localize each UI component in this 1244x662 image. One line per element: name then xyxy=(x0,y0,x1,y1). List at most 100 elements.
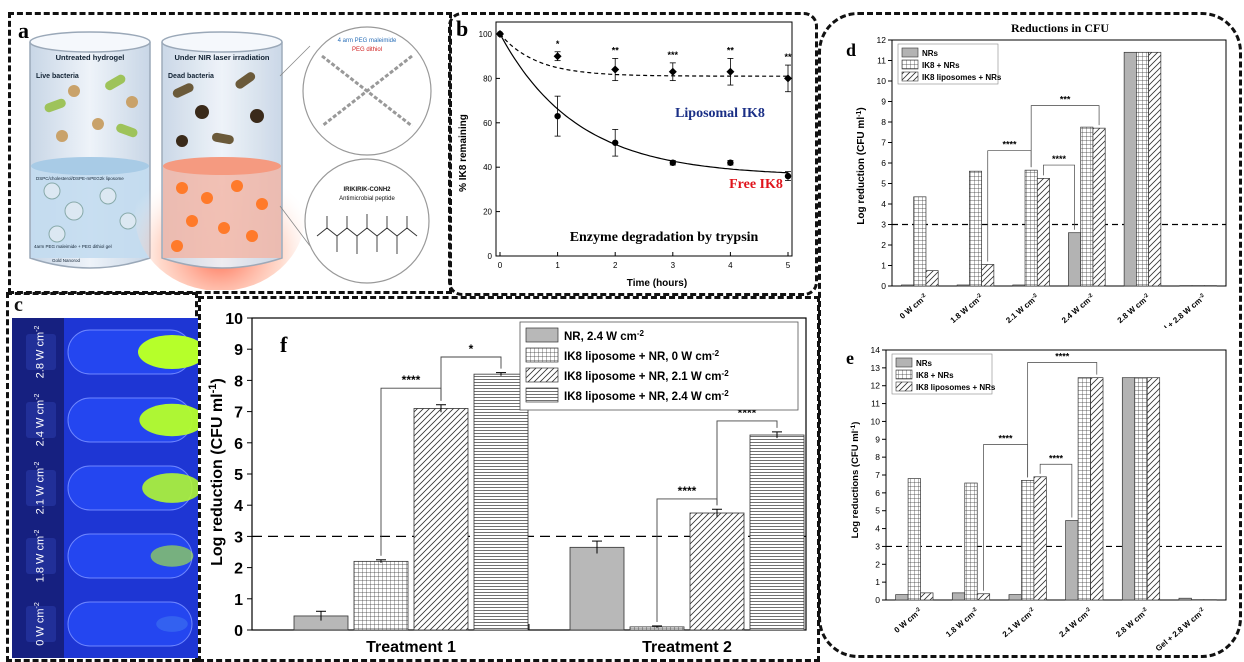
bar-ik8-nrs xyxy=(1191,599,1205,601)
bar-ik8-liposomes-nrs xyxy=(1090,377,1104,601)
untreated-title: Untreated hydrogel xyxy=(56,53,125,62)
bar-ik8-liposomes-nrs xyxy=(1092,127,1106,287)
peg-maleimide-label: 4 arm PEG maleimide xyxy=(338,38,397,44)
vial-label: 0 W cm-2 xyxy=(34,602,47,646)
f-ytick-label: 5 xyxy=(234,467,243,484)
vial-fluorescence xyxy=(139,403,198,437)
f-legend-label: IK8 liposome + NR, 2.4 W cm-2 xyxy=(564,389,729,404)
category-label: Gel + 2.8 W cm-2 xyxy=(1154,607,1207,654)
ytick-label: 12 xyxy=(877,35,887,45)
panel-d-letter: d xyxy=(846,40,856,60)
category-label: 2.4 W cm-2 xyxy=(1057,607,1093,639)
irradiated-cup xyxy=(135,31,305,290)
ytick-label: 4 xyxy=(875,524,880,534)
f-sig-bracket xyxy=(440,356,502,401)
ytick-label: 0 xyxy=(875,595,880,605)
sig-bracket xyxy=(1039,463,1073,518)
f-sig-stars: **** xyxy=(678,484,697,498)
bar-nrs xyxy=(895,594,909,601)
legend-swatch xyxy=(895,357,913,368)
bar-nrs xyxy=(1008,594,1022,601)
ytick-label: 2 xyxy=(875,559,880,569)
f-ytick-label: 7 xyxy=(234,405,243,422)
panel-e-letter: e xyxy=(846,348,854,368)
sig-stars: **** xyxy=(1055,352,1070,362)
legend-label: IK8 liposomes + NRs xyxy=(922,73,1002,82)
bar-nrs xyxy=(1068,232,1082,287)
b-significance: * xyxy=(556,39,560,49)
gel-label: 4arm PEG maleimide + PEG dithiol gel xyxy=(34,244,112,249)
bar-ik8-nrs xyxy=(1191,285,1205,287)
bar-ik8-liposomes-nrs xyxy=(925,270,939,287)
b-xtick-label: 2 xyxy=(613,261,618,270)
d-title: Reductions in CFU xyxy=(1011,21,1109,35)
vial-cap xyxy=(26,606,56,642)
b-significance: *** xyxy=(668,50,679,60)
sig-stars: **** xyxy=(1049,453,1064,463)
liposome-label: DSPC/cholesterol/DSPE-mPEG2k liposome xyxy=(36,176,124,181)
panel-b-letter: b xyxy=(456,16,468,41)
ytick-label: 8 xyxy=(875,452,880,462)
ytick-label: 9 xyxy=(875,434,880,444)
ytick-label: 11 xyxy=(877,56,886,66)
vial-label: 2.8 W cm-2 xyxy=(34,325,47,379)
ytick-label: 11 xyxy=(871,399,880,409)
category-label: 2.8 W cm-2 xyxy=(1114,607,1150,639)
f-sig-stars: * xyxy=(469,342,474,356)
bar-ik8-liposomes-nrs xyxy=(920,592,934,601)
f-bar xyxy=(473,373,529,631)
ytick-label: 3 xyxy=(881,220,886,230)
f-ytick-label: 0 xyxy=(234,623,243,640)
b-point-free xyxy=(669,159,676,166)
f-ytick-label: 6 xyxy=(234,436,243,453)
peptide-name: IRIKIRIK-CONH2 xyxy=(343,187,391,193)
b-ytick-label: 40 xyxy=(483,163,492,172)
dead-bacteria-label: Dead bacteria xyxy=(168,73,214,80)
bar-ik8-liposomes-nrs xyxy=(1203,599,1217,601)
frame-panel-b xyxy=(448,12,818,296)
bar-ik8-nrs xyxy=(1080,126,1094,287)
f-legend-swatch xyxy=(525,387,559,403)
legend-swatch xyxy=(901,59,919,70)
d-ylabel: Log reduction (CFU ml-1) xyxy=(856,107,868,224)
f-legend-box xyxy=(519,321,799,411)
legend-label: IK8 + NRs xyxy=(916,371,954,380)
bar-nrs xyxy=(1179,285,1193,287)
b-point-free xyxy=(554,112,561,120)
panel-c-letter: c xyxy=(14,294,23,316)
vial-label: 1.8 W cm-2 xyxy=(34,529,47,583)
b-xtick-label: 3 xyxy=(671,261,676,270)
legend-swatch xyxy=(895,381,913,392)
sig-bracket xyxy=(983,444,1029,591)
sig-stars: **** xyxy=(1002,140,1017,150)
f-sig-stars: **** xyxy=(402,373,421,387)
panel-a-letter: a xyxy=(18,18,29,43)
sig-stars: *** xyxy=(1060,95,1071,105)
category-label: Gel + 2.8 W cm-2 xyxy=(1154,293,1207,328)
b-ytick-label: 60 xyxy=(483,119,492,128)
irradiated-title: Under NIR laser irradiation xyxy=(174,53,269,62)
bar-ik8-nrs xyxy=(1024,169,1038,287)
sig-bracket xyxy=(1030,105,1100,168)
bar-nrs xyxy=(951,592,966,601)
b-point-free xyxy=(612,139,619,146)
category-label: 2.4 W cm-2 xyxy=(1060,293,1096,325)
ytick-label: 7 xyxy=(881,138,886,148)
b-xtick-label: 0 xyxy=(498,261,503,270)
vial-cap xyxy=(26,538,56,574)
bar-ik8-liposomes-nrs xyxy=(1033,476,1047,601)
f-ytick-label: 2 xyxy=(234,561,243,578)
b-significance: ** xyxy=(784,52,792,62)
b-point-liposomal xyxy=(726,67,735,76)
f-sig-bracket xyxy=(716,420,778,506)
b-annotation: Enzyme degradation by trypsin xyxy=(570,230,759,245)
f-legend-label: IK8 liposome + NR, 0 W cm-2 xyxy=(564,349,720,364)
bar-ik8-nrs xyxy=(1021,480,1035,601)
category-label: 0 W cm-2 xyxy=(898,293,929,321)
ytick-label: 4 xyxy=(881,199,886,209)
b-point-liposomal xyxy=(668,67,677,76)
b-point-liposomal xyxy=(611,65,620,74)
legend-swatch xyxy=(901,71,919,82)
